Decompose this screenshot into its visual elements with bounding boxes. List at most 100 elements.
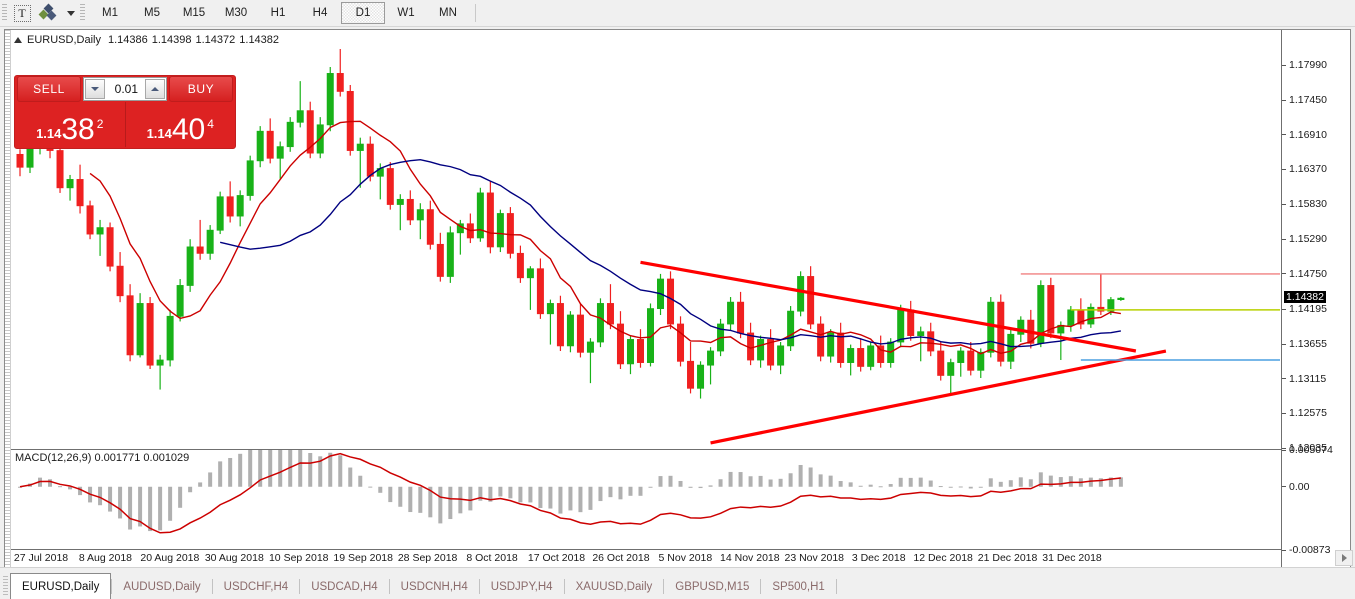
timeframe-d1[interactable]: D1: [341, 2, 385, 24]
timeframe-m15[interactable]: M15: [182, 7, 206, 19]
trade-panel-top-row: SELL 0.01 BUY: [15, 76, 235, 102]
chart-ohlc-header: EURUSD,Daily 1.14386 1.14398 1.14372 1.1…: [14, 32, 283, 48]
buy-price-main: 40: [171, 113, 206, 146]
price-tick: 1.15830: [1282, 198, 1327, 210]
caret-down-icon: [91, 87, 99, 91]
caret-up-icon: [151, 87, 159, 91]
tab-divider: [563, 579, 565, 594]
price-tick-label: 1.14195: [1289, 303, 1327, 316]
price-tick-label: 1.15290: [1289, 232, 1327, 245]
text-tool-button[interactable]: T: [10, 2, 34, 24]
macd-tick-label: 0.005074: [1289, 444, 1333, 456]
sell-button[interactable]: SELL: [17, 76, 81, 102]
time-tick-label: 20 Aug 2018: [140, 552, 200, 564]
toolbar-drag-handle[interactable]: [2, 4, 7, 22]
arrow-right-icon: [1341, 554, 1347, 562]
timeframe-h4[interactable]: H4: [312, 7, 328, 19]
chart-tab-usdchf-h4[interactable]: USDCHF,H4: [223, 581, 289, 593]
templates-dropdown-button[interactable]: [64, 2, 76, 24]
price-tick: 1.17990: [1282, 59, 1327, 71]
macd-tick-label: 0.00: [1289, 480, 1310, 493]
buy-price-fraction: 4: [207, 117, 214, 131]
chart-tab-sp500-h1[interactable]: SP500,H1: [772, 581, 825, 593]
chart-tab-gbpusd-m15[interactable]: GBPUSD,M15: [675, 581, 750, 593]
sell-price-prefix: 1.14: [36, 126, 62, 141]
price-tick: 1.14750: [1282, 268, 1327, 280]
text-tool-icon: T: [13, 4, 31, 22]
time-tick-label: 27 Jul 2018: [13, 552, 69, 564]
collapse-triangle-icon[interactable]: [14, 37, 22, 43]
time-tick-label: 5 Nov 2018: [658, 552, 713, 564]
templates-icon: [38, 3, 58, 21]
timeframe-w1[interactable]: W1: [397, 7, 415, 19]
timeframe-m5[interactable]: M5: [144, 7, 160, 19]
sell-quote[interactable]: 1.14 38 2: [15, 102, 125, 147]
volume-value[interactable]: 0.01: [114, 82, 138, 96]
chart-tab-usdcnh-h4[interactable]: USDCNH,H4: [400, 581, 468, 593]
current-price-badge: 1.14382: [1284, 291, 1326, 304]
macd-tick: 0.005074: [1282, 444, 1333, 456]
volume-decrease-button[interactable]: [85, 79, 105, 99]
one-click-trading-panel[interactable]: SELL 0.01 BUY 1.14 38 2: [14, 75, 236, 149]
timeframe-m30[interactable]: M30: [224, 7, 248, 19]
tab-divider: [760, 579, 762, 594]
tab-divider: [835, 579, 837, 594]
ohlc-high: 1.14398: [151, 34, 192, 46]
chart-left-handle[interactable]: [5, 30, 11, 568]
tab-divider: [211, 579, 213, 594]
toolbar-end-divider: [475, 4, 476, 22]
macd-pane[interactable]: MACD(12,26,9) 0.001771 0.001029: [11, 450, 1282, 550]
tab-divider: [299, 579, 301, 594]
volume-increase-button[interactable]: [145, 79, 165, 99]
main-toolbar: T M1 M5 M15 M30 H1 H4 D1 W1 MN: [0, 0, 1355, 27]
price-pane[interactable]: [11, 49, 1282, 449]
timeframe-group-handle[interactable]: [80, 4, 85, 22]
price-tick-label: 1.14750: [1289, 267, 1327, 280]
time-tick-label: 28 Sep 2018: [397, 552, 458, 564]
buy-price-prefix: 1.14: [146, 126, 172, 141]
macd-indicator-chart: [18, 450, 1123, 534]
templates-button[interactable]: [34, 2, 64, 24]
tab-divider: [111, 579, 113, 594]
chart-tab-bar: EURUSD,Daily AUDUSD,Daily USDCHF,H4 USDCAD,…: [0, 567, 1355, 599]
time-tick-label: 12 Dec 2018: [913, 552, 973, 564]
ohlc-close: 1.14382: [239, 34, 280, 46]
time-scale[interactable]: 27 Jul 2018 8 Aug 2018 20 Aug 2018 30 Aug 2…: [11, 549, 1282, 568]
chevron-down-icon: [67, 10, 75, 16]
time-tick-label: 23 Nov 2018: [784, 552, 845, 564]
chart-tab-usdcad-h4[interactable]: USDCAD,H4: [311, 581, 378, 593]
price-tick: 1.17450: [1282, 94, 1327, 106]
timeframe-h1[interactable]: H1: [270, 7, 286, 19]
macd-tick-label: -0.00873: [1289, 544, 1331, 556]
price-tick: 1.13115: [1282, 373, 1326, 385]
time-tick-label: 8 Aug 2018: [78, 552, 133, 564]
price-tick: 1.12035: [1282, 442, 1327, 454]
price-tick-label: 1.17450: [1289, 94, 1327, 107]
price-tick-label: 1.13655: [1289, 337, 1327, 350]
time-tick-label: 21 Dec 2018: [977, 552, 1038, 564]
time-tick-label: 14 Nov 2018: [720, 552, 780, 564]
time-tick-label: 19 Sep 2018: [333, 552, 393, 564]
macd-tick: -0.00873: [1282, 544, 1330, 556]
macd-label: MACD(12,26,9) 0.001771 0.001029: [15, 452, 190, 464]
price-tick: 1.15290: [1282, 233, 1327, 245]
chart-tab-audusd-daily[interactable]: AUDUSD,Daily: [123, 581, 201, 593]
price-scale[interactable]: 1.17990 1.17450 1.16910 1.16370 1.15830 1.152…: [1281, 30, 1350, 568]
horizontal-scroll-right-button[interactable]: [1335, 550, 1353, 566]
buy-quote[interactable]: 1.14 40 4: [124, 102, 236, 147]
tab-divider: [663, 579, 665, 594]
chart-window[interactable]: EURUSD,Daily 1.14386 1.14398 1.14372 1.1…: [4, 29, 1351, 569]
price-tick: 1.14195: [1282, 303, 1327, 315]
ohlc-open: 1.14386: [107, 34, 148, 46]
timeframe-m1[interactable]: M1: [102, 7, 118, 19]
timeframe-mn[interactable]: MN: [439, 7, 457, 19]
buy-button[interactable]: BUY: [169, 76, 233, 102]
timeframe-group: M1 M5 M15 M30 H1 H4 D1 W1 MN: [89, 2, 469, 24]
chart-tab-usdjpy-h4[interactable]: USDJPY,H4: [490, 581, 553, 593]
time-tick-label: 8 Oct 2018: [466, 552, 518, 564]
price-tick-label: 1.17990: [1289, 59, 1327, 72]
volume-input-group[interactable]: 0.01: [83, 77, 167, 101]
chart-tab-xauusd-daily[interactable]: XAUUSD,Daily: [575, 581, 653, 593]
tabbar-drag-handle[interactable]: [3, 576, 8, 596]
chart-tab-eurusd-daily[interactable]: EURUSD,Daily: [10, 573, 112, 599]
